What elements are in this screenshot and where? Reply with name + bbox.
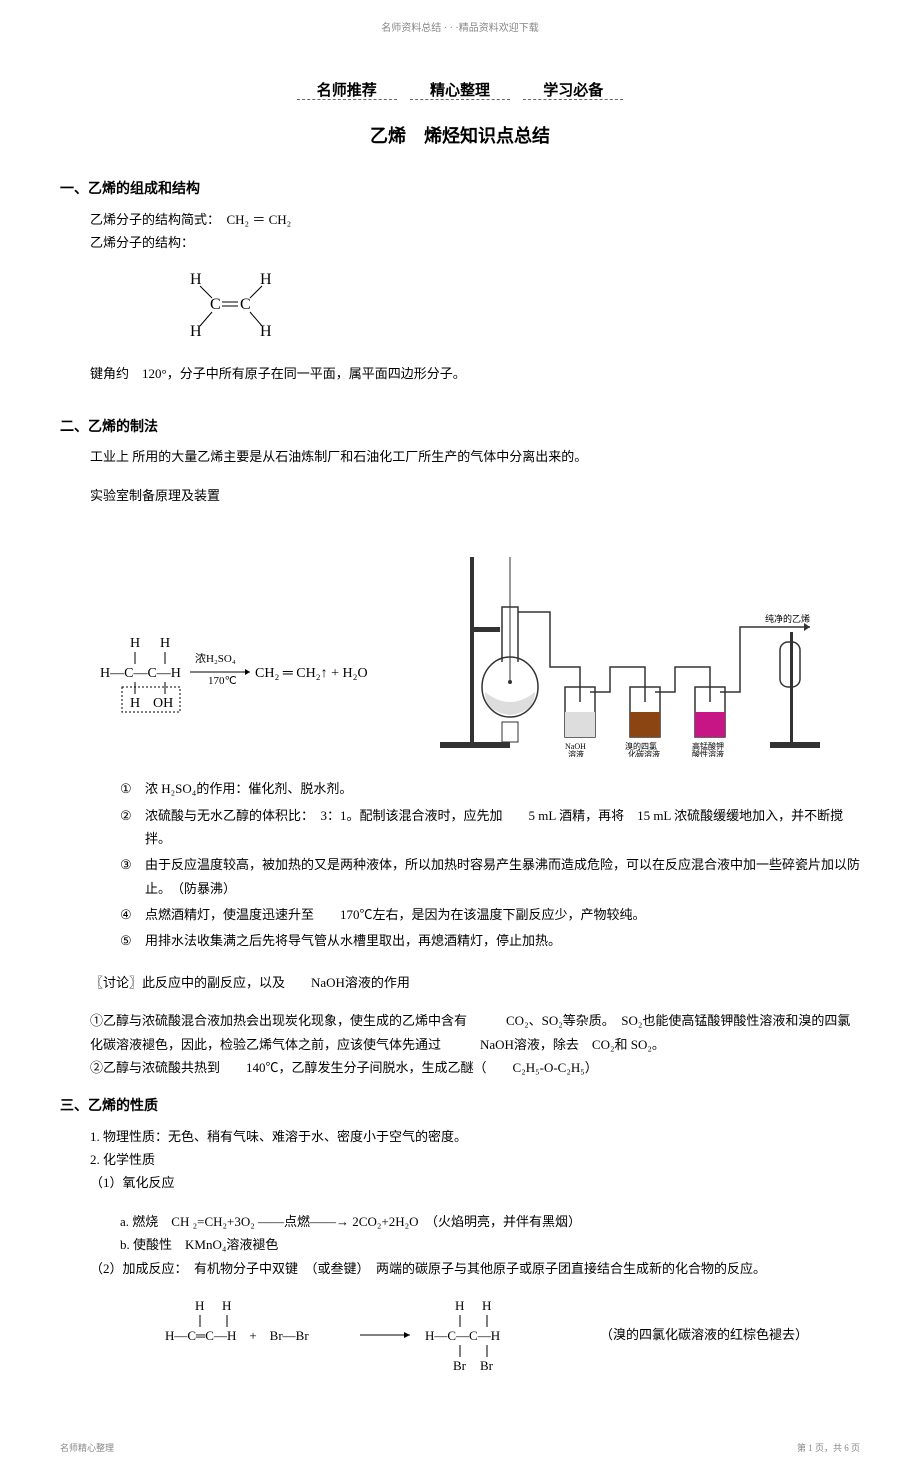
svg-text:OH: OH xyxy=(153,696,173,711)
physical-props-text: 物理性质：无色、稍有气味、难溶于水、密度小于空气的密度。 xyxy=(103,1129,467,1144)
svg-text:H—C═C—H + Br—Br: H—C═C—H + Br—Br xyxy=(165,1328,309,1343)
circled-4: ④ xyxy=(120,903,145,926)
lab-method-heading: 实验室制备原理及装置 xyxy=(90,484,860,507)
circled-5: ⑤ xyxy=(120,929,145,952)
svg-text:溶液: 溶液 xyxy=(568,749,584,757)
svg-text:纯净的乙烯: 纯净的乙烯 xyxy=(765,613,810,624)
page-footer: 名师精心整理 第 1 页，共 6 页 xyxy=(60,1440,860,1456)
footer-left: 名师精心整理 xyxy=(60,1440,114,1456)
prep-note-1: ① 浓 H₂SO₄的作用：催化剂、脱水剂。 xyxy=(120,777,860,800)
circled-3: ③ xyxy=(120,853,145,900)
section3-heading: 三、乙烯的性质 xyxy=(60,1094,860,1119)
svg-text:Br: Br xyxy=(453,1358,467,1373)
prep-note-4: ④ 点燃酒精灯，使温度迅速升至 170℃左右，是因为在该温度下副反应少，产物较纯… xyxy=(120,903,860,926)
svg-text:H: H xyxy=(130,636,140,651)
svg-text:浓H₂SO₄: 浓H₂SO₄ xyxy=(195,652,236,665)
discussion-heading: 〖讨论〗此反应中的副反应，以及 NaOH溶液的作用 xyxy=(90,971,860,994)
svg-text:CH₂ ═ CH₂↑ + H₂O: CH₂ ═ CH₂↑ + H₂O xyxy=(255,666,368,681)
bond-angle-desc: 键角约 120°，分子中所有原子在同一平面，属平面四边形分子。 xyxy=(90,362,860,385)
svg-text:H—C—C—H: H—C—C—H xyxy=(100,666,181,681)
ethylene-structure-label: 乙烯分子的结构： xyxy=(90,231,860,254)
dehydration-equation: H H H—C—C—H H OH 浓H₂SO₄ 170℃ CH₂ ═ CH₂↑ … xyxy=(90,607,430,757)
svg-text:H: H xyxy=(455,1298,464,1313)
page-title: 乙烯 烯烃知识点总结 xyxy=(60,120,860,152)
svg-text:170℃: 170℃ xyxy=(208,675,237,687)
item-2-label: 2. xyxy=(90,1152,100,1167)
addition-equation-diagram: H H H—C═C—H + Br—Br H H H—C—C—H Br Br （溴… xyxy=(160,1290,860,1380)
svg-text:H: H xyxy=(482,1298,491,1313)
svg-text:化碳溶液: 化碳溶液 xyxy=(628,749,660,757)
diagrams-row: H H H—C—C—H H OH 浓H₂SO₄ 170℃ CH₂ ═ CH₂↑ … xyxy=(90,527,830,757)
header-link-2: 精心整理 xyxy=(410,83,510,100)
combustion: a. 燃烧 CH ₂=CH₂+3O₂ ——点燃——→ 2CO₂+2H₂O （火焰… xyxy=(120,1210,860,1233)
addition-text: 加成反应： 有机物分子中双键 （或叁键） 两端的碳原子与其他原子或原子团直接结合… xyxy=(123,1261,767,1276)
svg-text:H: H xyxy=(195,1298,204,1313)
side-reaction-2-text: 乙醇与浓硫酸共热到 140℃，乙醇发生分子间脱水，生成乙醚（ C₂H₅-O-C₂… xyxy=(103,1060,598,1075)
circled-2: ② xyxy=(120,804,145,851)
sub-1a-label: a. xyxy=(120,1214,129,1229)
sub-2-label: （2） xyxy=(90,1261,123,1276)
header-link-3: 学习必备 xyxy=(523,83,623,100)
circled-sub-2: ② xyxy=(90,1060,103,1075)
prep-note-5: ⑤ 用排水法收集满之后先将导气管从水槽里取出，再熄酒精灯，停止加热。 xyxy=(120,929,860,952)
svg-text:H: H xyxy=(260,271,272,288)
svg-text:H: H xyxy=(130,696,140,711)
circled-1: ① xyxy=(120,777,145,800)
prep-note-4-text: 点燃酒精灯，使温度迅速升至 170℃左右，是因为在该温度下副反应少，产物较纯。 xyxy=(145,903,860,926)
header-link-1: 名师推荐 xyxy=(297,83,397,100)
svg-text:C: C xyxy=(210,296,221,313)
top-watermark: 名师资料总结 · · ·精品资料欢迎下载 xyxy=(60,20,860,38)
svg-text:酸性溶液: 酸性溶液 xyxy=(692,749,724,757)
svg-text:H: H xyxy=(160,636,170,651)
prep-note-5-text: 用排水法收集满之后先将导气管从水槽里取出，再熄酒精灯，停止加热。 xyxy=(145,929,860,952)
combustion-text: 燃烧 CH ₂=CH₂+3O₂ ——点燃——→ 2CO₂+2H₂O （火焰明亮，… xyxy=(132,1214,581,1229)
svg-text:C: C xyxy=(240,296,251,313)
svg-text:H: H xyxy=(190,271,202,288)
prep-note-2-text: 浓硫酸与无水乙醇的体积比： 3：1。配制该混合液时，应先加 5 mL 酒精，再将… xyxy=(145,804,860,851)
physical-props: 1. 物理性质：无色、稍有气味、难溶于水、密度小于空气的密度。 xyxy=(90,1125,860,1148)
ethylene-structure-diagram: H H C C H H xyxy=(160,264,860,351)
side-reaction-1-text: 乙醇与浓硫酸混合液加热会出现炭化现象，使生成的乙烯中含有 CO₂、SO₂等杂质。… xyxy=(90,1013,850,1051)
prep-note-3: ③ 由于反应温度较高，被加热的又是两种液体，所以加热时容易产生暴沸而造成危险，可… xyxy=(120,853,860,900)
addition-reaction: （2）加成反应： 有机物分子中双键 （或叁键） 两端的碳原子与其他原子或原子团直… xyxy=(90,1257,860,1280)
side-reaction-2: ②乙醇与浓硫酸共热到 140℃，乙醇发生分子间脱水，生成乙醚（ C₂H₅-O-C… xyxy=(90,1056,860,1079)
circled-sub-1: ① xyxy=(90,1013,103,1028)
ethylene-simple-formula: 乙烯分子的结构简式： CH₂ ＝ CH₂ xyxy=(90,208,860,231)
side-reaction-1: ①乙醇与浓硫酸混合液加热会出现炭化现象，使生成的乙烯中含有 CO₂、SO₂等杂质… xyxy=(90,1009,860,1056)
oxidation-reaction: （1）氧化反应 xyxy=(90,1171,860,1194)
footer-right: 第 1 页，共 6 页 xyxy=(797,1440,860,1456)
section1-heading: 一、乙烯的组成和结构 xyxy=(60,177,860,202)
kmno4-text: 使酸性 KMnO₄溶液褪色 xyxy=(133,1237,278,1252)
prep-note-2: ② 浓硫酸与无水乙醇的体积比： 3：1。配制该混合液时，应先加 5 mL 酒精，… xyxy=(120,804,860,851)
prep-note-1-text: 浓 H₂SO₄的作用：催化剂、脱水剂。 xyxy=(145,777,860,800)
kmno4-decolor: b. 使酸性 KMnO₄溶液褪色 xyxy=(120,1233,860,1256)
svg-text:H: H xyxy=(222,1298,231,1313)
sub-1-label: （1） xyxy=(90,1175,123,1190)
prep-note-3-text: 由于反应温度较高，被加热的又是两种液体，所以加热时容易产生暴沸而造成危险，可以在… xyxy=(145,853,860,900)
bromine-decolor-note: （溴的四氯化碳溶液的红棕色褪去） xyxy=(600,1323,808,1346)
item-1-label: 1. xyxy=(90,1129,100,1144)
sub-1b-label: b. xyxy=(120,1237,130,1252)
svg-text:Br: Br xyxy=(480,1358,494,1373)
chemical-props: 2. 化学性质 xyxy=(90,1148,860,1171)
oxidation-text: 氧化反应 xyxy=(123,1175,175,1190)
section2-heading: 二、乙烯的制法 xyxy=(60,415,860,440)
lab-apparatus-diagram: NaOH 溶液 溴的四氯 化碳溶液 高锰酸钾 酸性溶液 纯净的乙烯 xyxy=(430,527,830,757)
chemical-props-text: 化学性质 xyxy=(103,1152,155,1167)
industrial-method: 工业上 所用的大量乙烯主要是从石油炼制厂和石油化工厂所生产的气体中分离出来的。 xyxy=(90,445,860,468)
header-links: 名师推荐 精心整理 学习必备 xyxy=(60,78,860,105)
svg-text:H—C—C—H: H—C—C—H xyxy=(425,1328,500,1343)
